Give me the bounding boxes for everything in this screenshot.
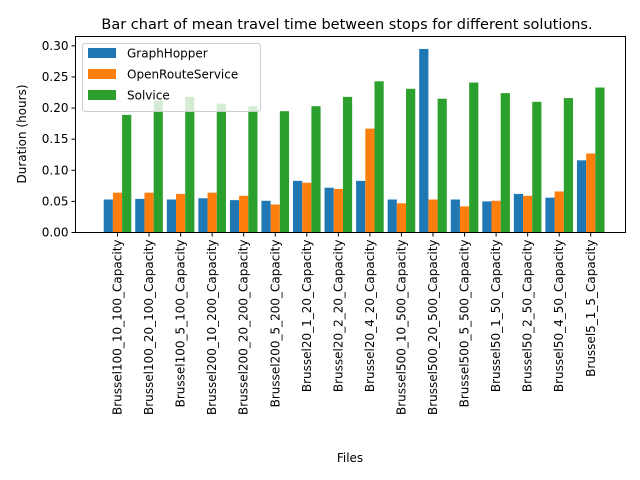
legend-swatch-openrouteservice (88, 69, 116, 79)
bar-solvice-3 (216, 103, 226, 233)
bar-graphhopper-2 (166, 199, 176, 233)
legend-label-graphhopper: GraphHopper (127, 47, 208, 61)
x-tick-label: Brussel100_10_100_Capacity (111, 240, 125, 416)
y-axis: 0.00 0.05 0.10 0.15 0.20 0.25 0.30 (42, 39, 76, 240)
bar-graphhopper-5 (261, 200, 271, 233)
bar-openrouteservice-15 (586, 153, 596, 233)
bar-solvice-6 (311, 106, 321, 233)
y-tick-label: 0.25 (42, 70, 69, 84)
bar-solvice-9 (406, 88, 416, 233)
x-tick-label: Brussel200_5_200_Capacity (268, 240, 282, 408)
x-tick-label: Brussel50_2_50_Capacity (521, 240, 535, 393)
bar-solvice-11 (469, 82, 479, 233)
bar-openrouteservice-3 (207, 192, 217, 233)
bar-openrouteservice-0 (112, 192, 123, 233)
bar-solvice-13 (532, 101, 542, 233)
bar-solvice-8 (374, 81, 384, 233)
x-axis-label: Files (337, 451, 363, 465)
bar-solvice-15 (595, 87, 605, 233)
plot-frame (75, 36, 626, 233)
x-tick-label: Brussel50_1_50_Capacity (489, 240, 503, 393)
legend-swatch-graphhopper (88, 48, 116, 58)
bar-graphhopper-10 (419, 48, 429, 233)
y-tick-label: 0.20 (42, 101, 69, 115)
bar-solvice-14 (563, 98, 573, 233)
legend-box (82, 43, 261, 112)
bar-openrouteservice-10 (428, 199, 438, 233)
bar-solvice-12 (500, 93, 510, 233)
bar-openrouteservice-5 (270, 204, 280, 233)
x-tick-label: Brussel100_20_100_Capacity (142, 240, 156, 416)
legend-label-solvice: Solvice (127, 89, 170, 103)
bar-openrouteservice-11 (459, 206, 470, 233)
x-tick-label: Brussel50_4_50_Capacity (552, 240, 566, 393)
bar-graphhopper-7 (324, 187, 334, 233)
bar-openrouteservice-8 (365, 128, 375, 233)
bar-graphhopper-14 (545, 197, 555, 233)
bar-solvice-2 (185, 96, 195, 233)
bar-openrouteservice-2 (176, 193, 186, 233)
bar-solvice-0 (122, 114, 132, 233)
bar-solvice-7 (342, 96, 353, 233)
y-axis-label: Duration (hours) (15, 84, 29, 183)
bar-openrouteservice-12 (491, 200, 501, 233)
y-tick-label: 0.10 (42, 163, 69, 177)
bar-solvice-5 (279, 111, 290, 233)
chart-title: Bar chart of mean travel time between st… (101, 17, 592, 33)
bar-openrouteservice-6 (302, 182, 312, 233)
bar-openrouteservice-14 (554, 191, 564, 233)
x-tick-label: Brussel20_2_20_Capacity (331, 240, 345, 393)
x-tick-label: Brussel500_20_500_Capacity (426, 240, 440, 416)
bar-openrouteservice-4 (239, 195, 249, 233)
x-tick-label: Brussel500_5_500_Capacity (458, 240, 472, 408)
bar-solvice-10 (437, 98, 447, 233)
y-tick-label: 0.00 (42, 226, 69, 240)
x-tick-label: Brussel5_1_5_Capacity (584, 240, 598, 377)
legend: GraphHopper OpenRouteService Solvice (82, 43, 261, 112)
x-tick-label: Brussel20_1_20_Capacity (300, 240, 314, 393)
bar-graphhopper-1 (135, 198, 145, 233)
y-tick-label: 0.05 (42, 194, 69, 208)
bar-openrouteservice-7 (333, 188, 343, 233)
bar-solvice-1 (153, 100, 163, 233)
legend-swatch-solvice (88, 90, 116, 100)
x-tick-label: Brussel200_10_200_Capacity (205, 240, 219, 416)
bar-graphhopper-15 (576, 160, 587, 233)
bar-openrouteservice-1 (144, 192, 154, 233)
x-tick-label: Brussel100_5_100_Capacity (174, 240, 188, 408)
x-tick-label: Brussel20_4_20_Capacity (363, 240, 377, 393)
bar-graphhopper-13 (513, 193, 524, 233)
bar-graphhopper-8 (356, 180, 366, 233)
legend-label-openrouteservice: OpenRouteService (127, 68, 238, 82)
x-tick-label: Brussel500_10_500_Capacity (394, 240, 408, 416)
bars-layer (103, 48, 605, 233)
bar-graphhopper-6 (293, 180, 303, 233)
x-tick-label: Brussel200_20_200_Capacity (237, 240, 251, 416)
x-axis: Brussel100_10_100_Capacity Brussel100_20_… (111, 232, 598, 416)
bar-openrouteservice-13 (523, 195, 533, 233)
y-tick-label: 0.15 (42, 132, 69, 146)
bar-solvice-4 (248, 106, 258, 233)
y-tick-label: 0.30 (42, 39, 69, 53)
bar-graphhopper-0 (103, 199, 113, 233)
bar-graphhopper-11 (450, 199, 460, 233)
bar-openrouteservice-9 (396, 203, 407, 233)
bar-graphhopper-3 (198, 198, 208, 233)
bar-graphhopper-9 (387, 199, 397, 233)
bar-graphhopper-4 (229, 200, 240, 233)
bar-graphhopper-12 (482, 201, 492, 233)
